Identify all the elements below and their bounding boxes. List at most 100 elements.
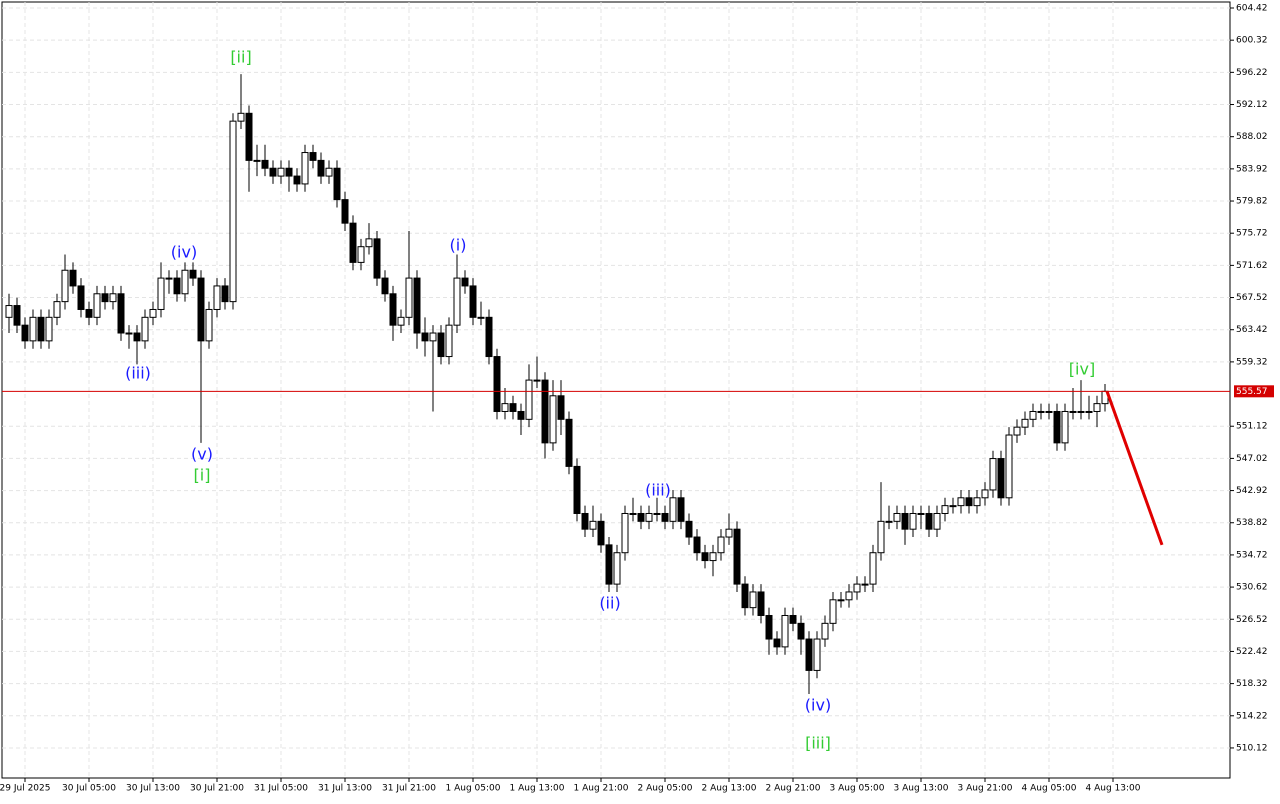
candle-body (45, 316, 53, 342)
y-tick-label: 559.32 (1236, 357, 1268, 367)
candle-body (109, 293, 117, 303)
candle-body (381, 277, 389, 295)
wave-label: (v) (191, 445, 213, 464)
candle-body (725, 528, 733, 538)
x-tick-label: 1 Aug 21:00 (574, 784, 629, 794)
candle-body (117, 293, 125, 334)
candle-body (197, 277, 205, 342)
candle-body (573, 465, 581, 514)
candle-body (693, 536, 701, 554)
candle-body (1069, 410, 1077, 413)
candle-body (325, 167, 333, 177)
x-tick-label: 3 Aug 05:00 (830, 784, 885, 794)
candle-body (917, 512, 925, 515)
x-tick-label: 31 Jul 05:00 (254, 784, 308, 794)
candle-body (1061, 410, 1069, 444)
candle-body (205, 308, 213, 342)
candle-body (277, 167, 285, 177)
wave-label: (ii) (599, 594, 620, 613)
candle-body (485, 316, 493, 358)
candle-body (421, 332, 429, 342)
candle-body (461, 277, 469, 287)
candle-body (301, 152, 309, 185)
candle-body (77, 285, 85, 310)
candle-body (13, 305, 21, 326)
candle-body (157, 277, 165, 310)
wave-label: (iv) (171, 243, 197, 262)
candle-body (837, 599, 845, 602)
candle-body (53, 301, 61, 318)
candle-body (237, 112, 245, 122)
candle-body (869, 552, 877, 585)
y-tick-label: 510.12 (1236, 743, 1268, 753)
candle-body (37, 316, 45, 342)
candle-body (781, 614, 789, 648)
candle-body (885, 520, 893, 523)
candle-body (69, 269, 77, 287)
candle-body (845, 591, 853, 601)
candle-body (5, 305, 13, 318)
candle-body (1013, 426, 1021, 436)
y-tick-label: 522.42 (1236, 647, 1268, 657)
candle-body (357, 246, 365, 263)
candle-body (757, 591, 765, 616)
candle-body (965, 497, 973, 507)
candle-body (941, 505, 949, 514)
candle-body (285, 167, 293, 177)
candle-body (165, 277, 173, 280)
candle-body (341, 199, 349, 224)
candle-body (853, 583, 861, 593)
wave-label: [iii] (805, 734, 831, 753)
candle-body (973, 497, 981, 507)
candle-body (957, 497, 965, 507)
candle-body (149, 308, 157, 318)
candle-body (221, 285, 229, 303)
candle-body (765, 614, 773, 640)
candle-body (909, 512, 917, 530)
candle-body (525, 379, 533, 420)
x-tick-label: 30 Jul 21:00 (190, 784, 244, 794)
candle-body (629, 512, 637, 515)
candle-body (509, 403, 517, 412)
x-tick-label: 29 Jul 2025 (0, 784, 50, 794)
candle-body (1045, 410, 1053, 413)
wave-label: (iii) (645, 481, 671, 500)
candle-body (61, 269, 69, 303)
candle-body (597, 520, 605, 546)
x-tick-label: 3 Aug 21:00 (958, 784, 1013, 794)
candle-body (901, 512, 909, 530)
candle-body (717, 536, 725, 554)
y-tick-label: 542.92 (1236, 486, 1268, 496)
candle-body (821, 622, 829, 640)
x-tick-label: 2 Aug 05:00 (638, 784, 693, 794)
y-tick-label: 575.72 (1236, 229, 1268, 239)
y-tick-label: 596.22 (1236, 68, 1268, 78)
candle-body (453, 277, 461, 326)
candle-body (557, 395, 565, 420)
wave-label: [i] (194, 466, 211, 485)
candle-body (613, 552, 621, 585)
candle-body (653, 512, 661, 515)
y-tick-label: 592.12 (1236, 100, 1268, 110)
y-tick-label: 526.52 (1236, 615, 1268, 625)
candle-body (533, 379, 541, 382)
candle-body (893, 512, 901, 522)
candle-body (1077, 410, 1085, 413)
candle-body (645, 512, 653, 522)
y-tick-label: 583.92 (1236, 164, 1268, 174)
wave-label: [ii] (230, 48, 251, 67)
wave-label: [iv] (1069, 360, 1095, 379)
candle-body (749, 591, 757, 609)
candle-body (813, 638, 821, 671)
candle-body (213, 285, 221, 310)
candle-body (925, 512, 933, 530)
y-tick-label: 547.02 (1236, 454, 1268, 464)
candle-body (1085, 410, 1093, 413)
candle-body (141, 316, 149, 342)
y-tick-label: 604.42 (1236, 4, 1268, 14)
candle-body (349, 222, 357, 263)
y-tick-label: 600.32 (1236, 36, 1268, 46)
candle-body (565, 418, 573, 467)
y-tick-label: 551.12 (1236, 422, 1268, 432)
